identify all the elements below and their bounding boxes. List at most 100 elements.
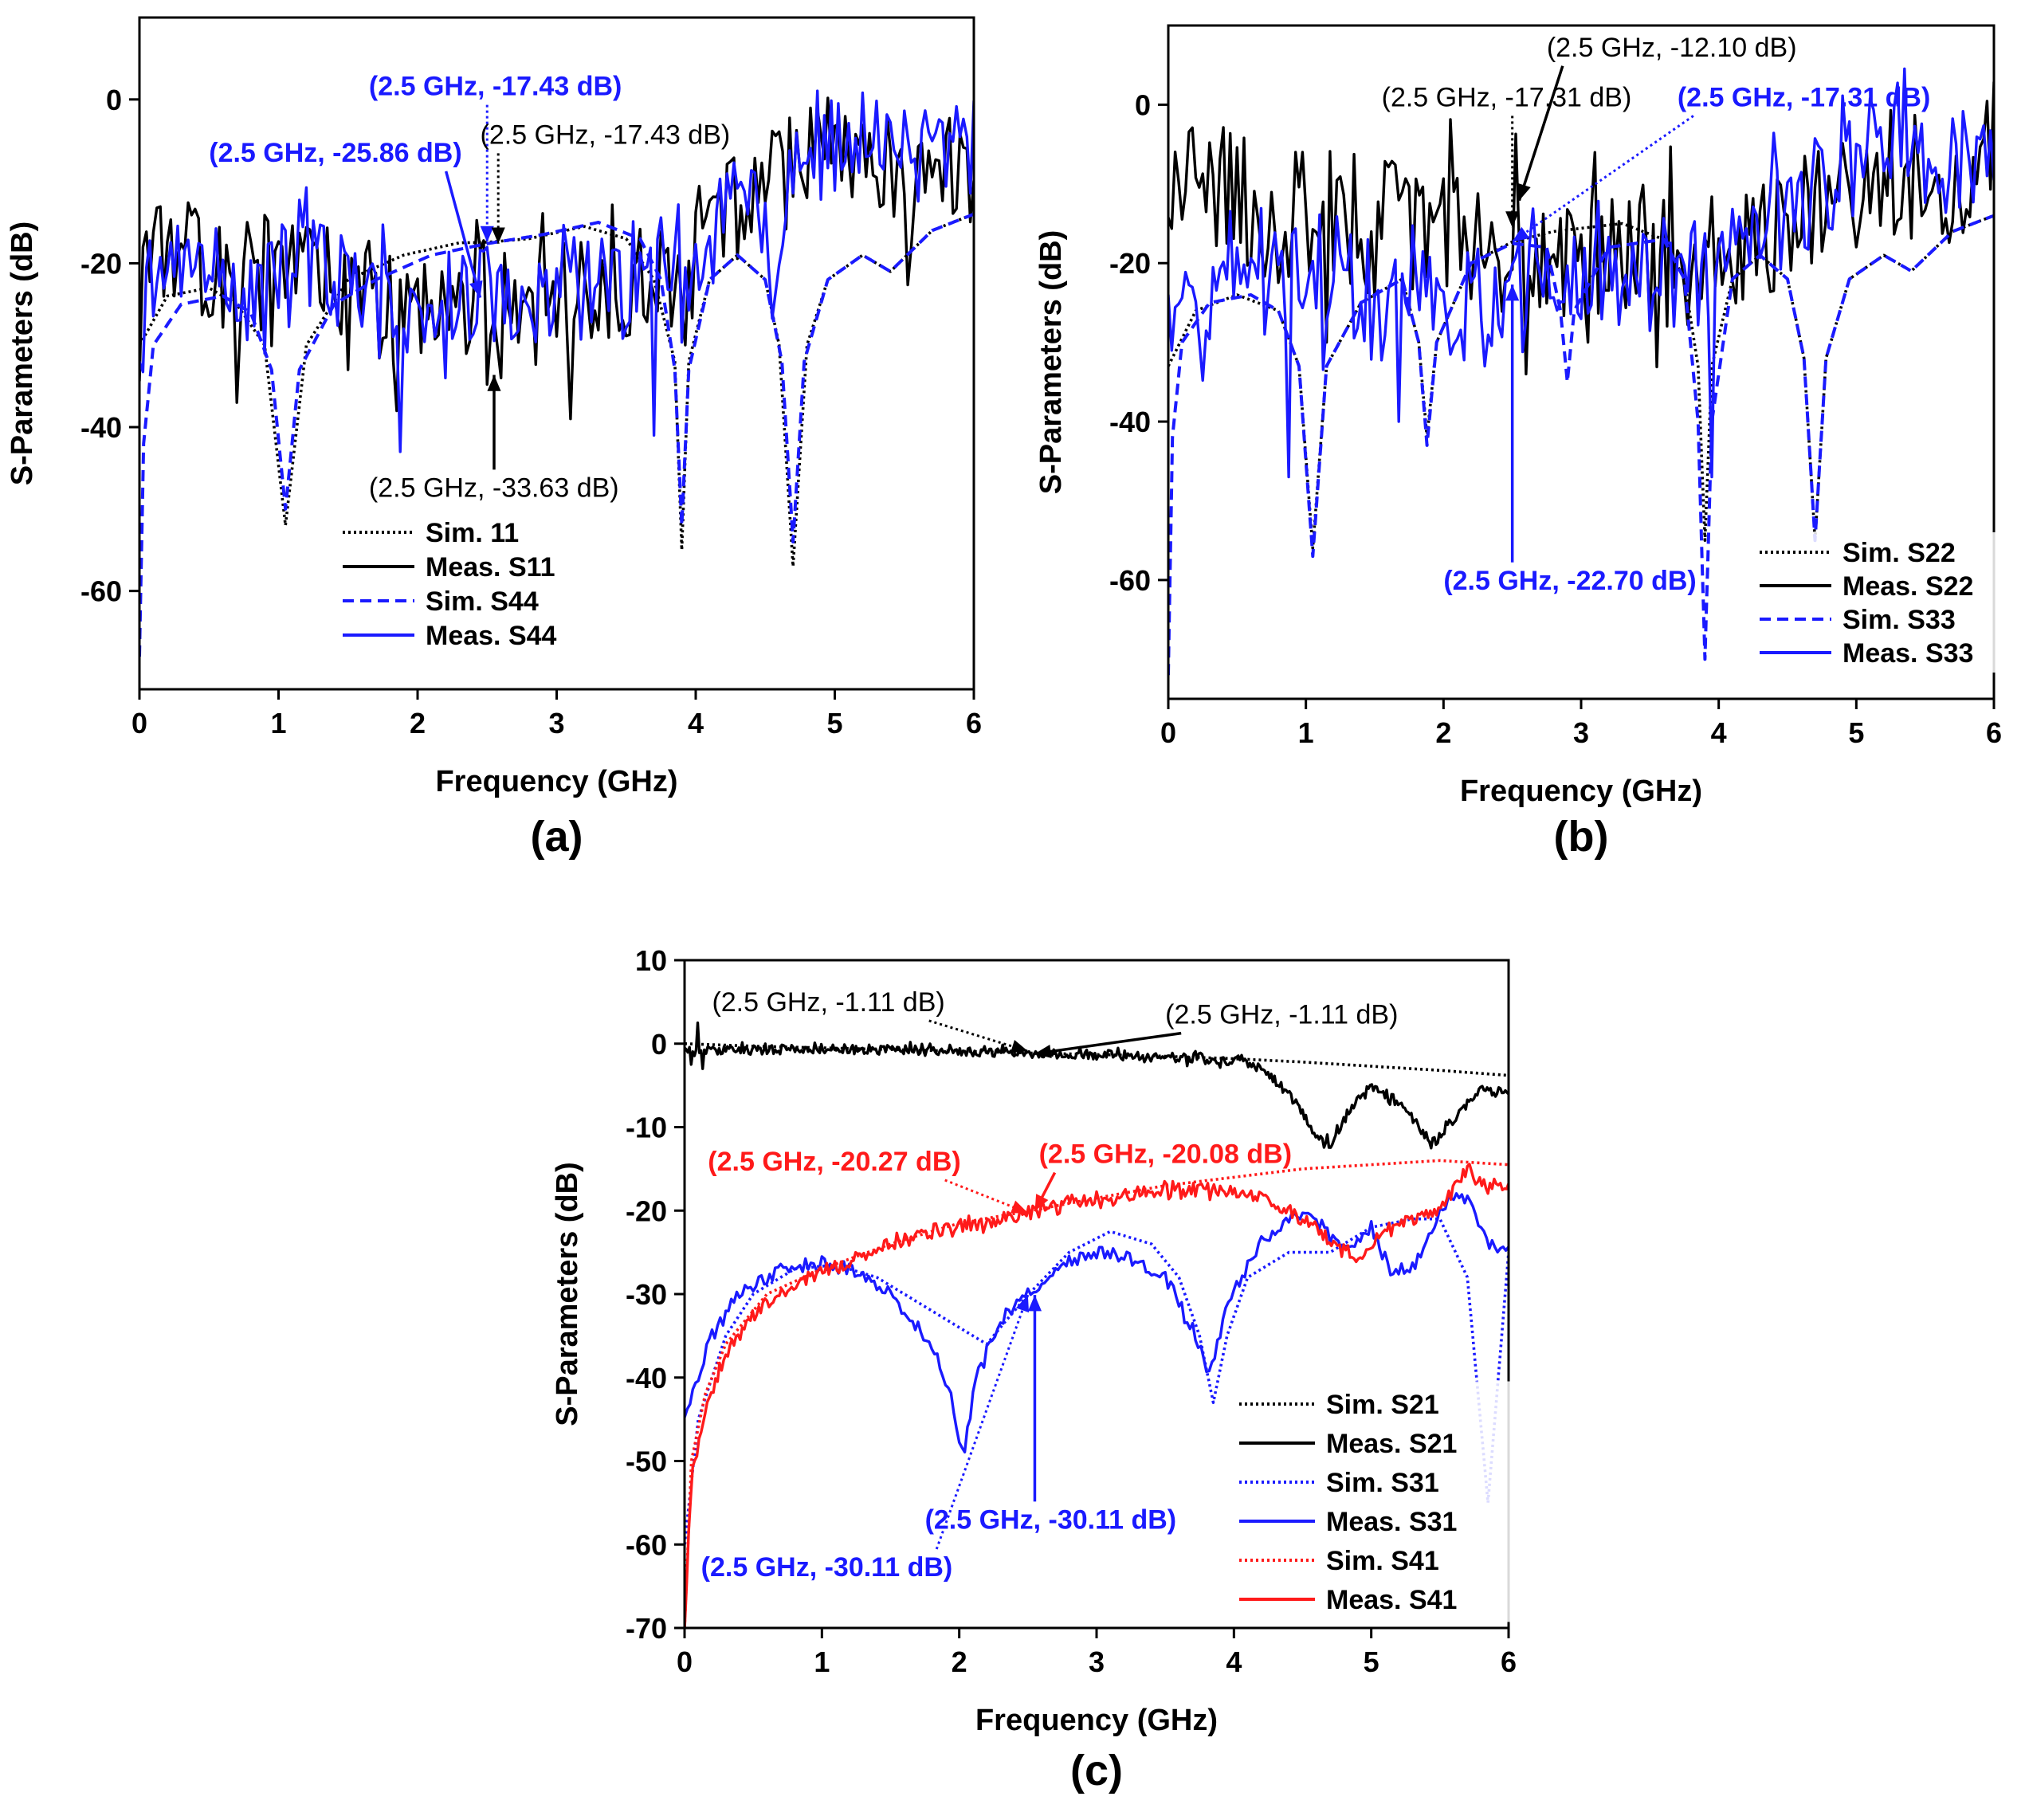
x-tick-label: 5 — [826, 707, 842, 739]
annotation-arrowhead — [487, 375, 501, 391]
chart-panel-2: 0 1 2 3 4 5 6 0 -20 -40 -60 Frequency (GHz) S-Parame… — [1034, 24, 2025, 861]
x-tick-label: 0 — [131, 707, 147, 739]
y-tick-label: -60 — [1109, 564, 1151, 597]
legend-background — [1231, 1381, 1530, 1622]
y-tick-label: -20 — [626, 1194, 667, 1227]
annotation-label: (2.5 GHz, -17.31 dB) — [1382, 82, 1632, 112]
legend-label: Meas. S31 — [1326, 1507, 1457, 1537]
annotation-arrow — [935, 1294, 1030, 1550]
y-tick-label: -40 — [80, 411, 122, 444]
x-tick-label: 1 — [270, 707, 286, 739]
annotation-label: (2.5 GHz, -1.11 dB) — [1165, 1000, 1398, 1030]
x-axis-label: Frequency (GHz) — [975, 1704, 1218, 1737]
legend-label: Meas. S11 — [426, 552, 555, 582]
plot-area — [1168, 67, 1994, 676]
annotation-arrowhead — [1505, 284, 1520, 301]
x-tick-label: 3 — [1573, 716, 1589, 749]
annotation-label: (2.5 GHz, -17.43 dB) — [481, 120, 731, 150]
x-tick-label: 4 — [1226, 1645, 1242, 1678]
series-line-meas-s22 — [1168, 81, 1994, 376]
y-axis-label: S-Parameters (dB) — [1034, 230, 1068, 495]
annotation-label: (2.5 GHz, -30.11 dB) — [701, 1552, 953, 1583]
series-line-meas-s41 — [685, 1163, 1509, 1628]
annotation: (2.5 GHz, -12.10 dB) — [1517, 33, 1797, 202]
plot-area — [139, 89, 974, 657]
x-tick-label: 4 — [688, 707, 704, 739]
annotation: (2.5 GHz, -20.08 dB) — [1033, 1139, 1292, 1212]
annotation: (2.5 GHz, -33.63 dB) — [369, 375, 619, 503]
annotation-arrowhead — [1010, 1040, 1028, 1053]
x-tick-label: 6 — [1986, 716, 2002, 749]
annotation: (2.5 GHz, -17.31 dB) — [1382, 82, 1632, 228]
annotation-label: (2.5 GHz, -1.11 dB) — [712, 987, 944, 1018]
y-tick-label: -30 — [626, 1278, 667, 1311]
series-line-sim-s44 — [139, 212, 974, 657]
x-axis-label: Frequency (GHz) — [435, 765, 677, 798]
y-tick-label: -20 — [80, 247, 122, 280]
x-tick-label: 0 — [677, 1645, 693, 1678]
legend: Sim. S21 Meas. S21 Sim. S31 Meas. S31 Sim. S… — [1231, 1381, 1530, 1622]
legend-label: Sim. S22 — [1843, 538, 1956, 568]
annotation-label: (2.5 GHz, -30.11 dB) — [925, 1504, 1177, 1535]
annotation-arrowhead — [491, 227, 505, 244]
annotation-arrow — [444, 171, 482, 299]
annotation-label: (2.5 GHz, -17.43 dB) — [369, 72, 622, 102]
annotation: (2.5 GHz, -22.70 dB) — [1443, 284, 1697, 596]
x-tick-label: 5 — [1364, 1645, 1379, 1678]
x-tick-label: 2 — [410, 707, 426, 739]
x-tick-label: 4 — [1711, 716, 1727, 749]
x-axis-label: Frequency (GHz) — [1460, 775, 1702, 808]
annotation-arrowhead — [1505, 211, 1520, 228]
annotation-arrowhead — [469, 280, 483, 298]
series-line-meas-s21 — [685, 1021, 1509, 1150]
annotation: (2.5 GHz, -30.11 dB) — [701, 1294, 1030, 1583]
annotation-arrowhead — [1015, 1295, 1030, 1313]
y-tick-label: -70 — [626, 1612, 667, 1645]
annotation-arrow — [928, 1019, 1029, 1053]
chart-panel-1: 0 1 2 3 4 5 6 0 -20 -40 -60 Frequency (GHz) S-Parame… — [6, 16, 982, 861]
annotation-arrow — [1517, 65, 1564, 202]
legend-label: Meas. S33 — [1843, 638, 1973, 669]
legend-label: Meas. S21 — [1326, 1429, 1457, 1459]
annotation: (2.5 GHz, -25.86 dB) — [209, 138, 483, 299]
annotation-label: (2.5 GHz, -20.27 dB) — [708, 1147, 960, 1177]
legend-label: Sim. S44 — [426, 586, 539, 617]
annotation: (2.5 GHz, -20.27 dB) — [708, 1147, 1029, 1214]
annotation-label: (2.5 GHz, -17.31 dB) — [1678, 82, 1930, 112]
x-tick-label: 6 — [966, 707, 982, 739]
y-tick-label: -60 — [80, 575, 122, 608]
x-tick-label: 5 — [1848, 716, 1864, 749]
series-line-meas-s31 — [685, 1192, 1509, 1453]
x-tick-label: 0 — [1160, 716, 1176, 749]
series-line-sim-s21 — [685, 1042, 1509, 1077]
x-tick-label: 3 — [1089, 1645, 1105, 1678]
x-tick-label: 3 — [548, 707, 564, 739]
legend-label: Sim. S31 — [1326, 1468, 1439, 1498]
x-tick-label: 2 — [952, 1645, 967, 1678]
y-tick-label: -10 — [626, 1112, 667, 1144]
annotation: (2.5 GHz, -1.11 dB) — [712, 987, 1029, 1053]
series-line-meas-s33 — [1168, 67, 1994, 479]
legend-background — [1752, 532, 2025, 673]
legend: Sim. 11 Meas. S11 Sim. S44 Meas. S44 — [335, 512, 630, 656]
plot-area — [685, 1021, 1509, 1628]
chart-panel-3: 0 1 2 3 4 5 6 10 0 -10 -20 -30 -40 -50 -60 -70 Frequency… — [551, 944, 1530, 1795]
y-tick-label: -40 — [626, 1362, 667, 1394]
annotation-label: (2.5 GHz, -20.08 dB) — [1039, 1139, 1292, 1170]
annotation-arrowhead — [1512, 226, 1530, 242]
y-axis-label: S-Parameters (dB) — [6, 222, 39, 486]
annotation-arrowhead — [1034, 1045, 1052, 1058]
panel-label: (b) — [1554, 813, 1609, 861]
annotation: (2.5 GHz, -17.31 dB) — [1511, 82, 1930, 243]
x-tick-label: 1 — [1298, 716, 1314, 749]
y-tick-label: -60 — [626, 1528, 667, 1561]
y-tick-label: -40 — [1109, 406, 1151, 438]
annotation: (2.5 GHz, -17.43 dB) — [481, 120, 731, 244]
y-tick-label: -20 — [1109, 247, 1151, 280]
annotation: (2.5 GHz, -30.11 dB) — [925, 1295, 1177, 1535]
annotation-arrowhead — [480, 226, 494, 242]
x-tick-label: 1 — [814, 1645, 830, 1678]
panel-label: (a) — [531, 813, 583, 861]
